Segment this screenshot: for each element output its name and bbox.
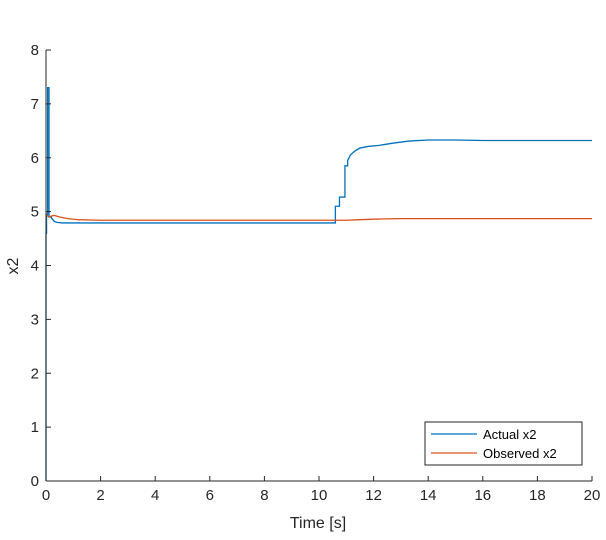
y-tick-label: 6 bbox=[31, 150, 39, 167]
legend-label-1: Actual x2 bbox=[483, 427, 536, 442]
x-tick-label: 4 bbox=[151, 487, 159, 504]
legend-label-2: Observed x2 bbox=[483, 446, 557, 461]
y-tick-label: 4 bbox=[31, 258, 39, 275]
x-tick-label: 14 bbox=[420, 487, 437, 504]
x-tick-label: 12 bbox=[365, 487, 382, 504]
plot-area bbox=[45, 87, 592, 481]
x-tick-label: 0 bbox=[42, 487, 50, 504]
y-tick-label: 3 bbox=[31, 311, 39, 328]
y-tick-label: 2 bbox=[31, 365, 39, 382]
y-tick-label: 0 bbox=[31, 473, 39, 490]
x-tick-label: 18 bbox=[529, 487, 546, 504]
legend-box bbox=[424, 421, 583, 466]
x-axis-label: Time [s] bbox=[290, 515, 346, 532]
y-tick-label: 7 bbox=[31, 96, 39, 113]
series-line-2 bbox=[46, 214, 592, 221]
y-tick-label: 1 bbox=[31, 419, 39, 436]
x-tick-label: 8 bbox=[260, 487, 268, 504]
series-line-1 bbox=[45, 87, 592, 481]
x-tick-label: 6 bbox=[206, 487, 214, 504]
y-tick-label: 5 bbox=[31, 204, 39, 221]
x-tick-label: 16 bbox=[474, 487, 491, 504]
y-axis-label: x2 bbox=[5, 257, 22, 274]
y-tick-label: 8 bbox=[31, 42, 39, 59]
x-tick-label: 10 bbox=[311, 487, 328, 504]
x-tick-label: 2 bbox=[96, 487, 104, 504]
x-tick-label: 20 bbox=[584, 487, 601, 504]
legend: Actual x2 Observed x2 bbox=[424, 421, 583, 466]
